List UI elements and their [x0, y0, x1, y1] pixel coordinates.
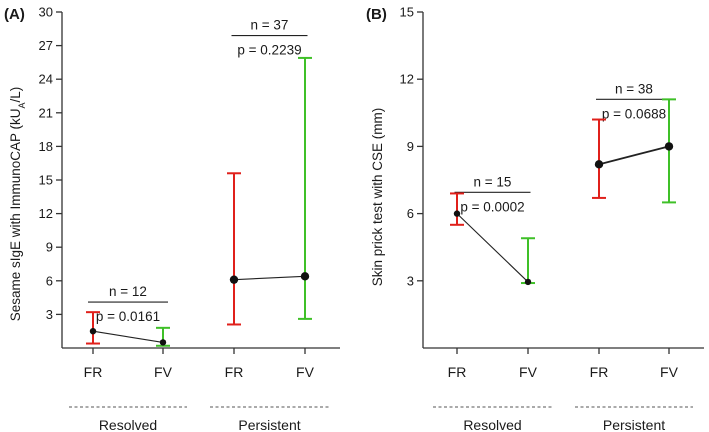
panel-a: (A) Sesame sIgE with ImmunoCAP (kUA/L) 3…: [4, 5, 340, 432]
panel-a-annotations: n = 12 p = 0.0161 n = 37 p = 0.2239: [88, 18, 308, 324]
panel-b-group-labels: Resolved Persistent: [433, 406, 693, 432]
panel-b-y-tick-label: 6: [407, 206, 414, 221]
panel-a-y-tick-label: 18: [39, 139, 53, 154]
panel-b-group-label: Resolved: [463, 417, 521, 432]
panel-a-x-tick-label: FR: [225, 364, 244, 380]
panel-b-x-tick-label: FR: [590, 364, 609, 380]
panel-a-y-tick-label: 15: [39, 173, 53, 188]
panel-a-y-tick-label: 30: [39, 5, 53, 20]
panel-a-data-point-persistent-fr: [229, 275, 239, 284]
panel-a-y-tick-label: 9: [46, 240, 53, 255]
panel-a-y-tick-label: 6: [46, 273, 53, 288]
panel-b-connector-line: [598, 145, 670, 166]
panel-a-x-tick-label: FV: [296, 364, 315, 380]
panel-a-y-axis: 3 6 9 12 15 18 21 24 27 30: [39, 5, 63, 348]
panel-a-label: (A): [4, 6, 25, 23]
panel-b-x-axis: FR FV FR FV: [423, 347, 704, 380]
panel-a-connector-line: [233, 275, 306, 281]
panel-b-data-point-persistent-fr: [594, 160, 604, 169]
panel-b-y-tick-label: 15: [400, 5, 414, 20]
panel-a-connector-line: [92, 330, 164, 343]
panel-a-n-label: n = 12: [109, 284, 147, 299]
panel-a-x-tick-label: FV: [154, 364, 173, 380]
panel-a-group-label: Persistent: [238, 417, 300, 432]
panel-b: (B) Skin prick test with CSE (mm) 3 6 9 12 1…: [366, 5, 704, 432]
panel-b-n-label: n = 38: [615, 81, 653, 96]
panel-a-y-axis-label: Sesame sIgE with ImmunoCAP (kUA/L): [8, 87, 27, 322]
panel-a-group-labels: Resolved Persistent: [69, 406, 329, 432]
panel-a-y-tick-label: 24: [39, 72, 53, 87]
panel-a-group-label: Resolved: [99, 417, 157, 432]
panel-b-connector-line: [456, 213, 529, 283]
panel-a-p-label: p = 0.2239: [237, 43, 301, 58]
panel-a-x-axis: FR FV FR FV: [62, 347, 340, 380]
panel-b-y-tick-label: 3: [407, 273, 414, 288]
panel-b-annotations: n = 15 p = 0.0002 n = 38 p = 0.0688: [454, 81, 672, 214]
panel-a-data-point-resolved-fr: [89, 328, 97, 335]
panel-b-data-point-persistent-fv: [664, 142, 674, 151]
panel-a-p-label: p = 0.0161: [96, 309, 160, 324]
panel-b-y-axis: 3 6 9 12 15: [400, 5, 424, 348]
panel-b-data-point-resolved-fv: [524, 278, 532, 286]
panel-a-y-tick-label: 27: [39, 38, 53, 53]
panel-a-n-label: n = 37: [251, 18, 289, 33]
panel-a-y-tick-label: 12: [39, 206, 53, 221]
panel-b-y-tick-label: 12: [400, 72, 414, 87]
panel-b-group-label: Persistent: [603, 417, 665, 432]
panel-b-x-tick-label: FV: [519, 364, 538, 380]
panel-b-n-label: n = 15: [474, 174, 512, 189]
panel-b-p-label: p = 0.0002: [460, 199, 524, 214]
panel-b-x-tick-label: FV: [660, 364, 679, 380]
panel-a-data-point-persistent-fv: [300, 272, 310, 281]
panel-b-p-label: p = 0.0688: [602, 106, 666, 121]
panel-a-x-tick-label: FR: [84, 364, 103, 380]
panel-a-marks: [86, 56, 312, 347]
panel-a-y-tick-label: 21: [39, 105, 53, 120]
panel-b-label: (B): [366, 6, 387, 23]
panel-b-y-axis-label: Skin prick test with CSE (mm): [370, 108, 385, 287]
panel-b-y-tick-label: 9: [407, 139, 414, 154]
panel-b-data-point-resolved-fr: [453, 210, 461, 217]
panel-b-x-tick-label: FR: [448, 364, 467, 380]
panel-b-marks: [450, 98, 676, 286]
panel-a-data-point-resolved-fv: [159, 339, 167, 346]
panel-a-y-tick-label: 3: [46, 307, 53, 322]
